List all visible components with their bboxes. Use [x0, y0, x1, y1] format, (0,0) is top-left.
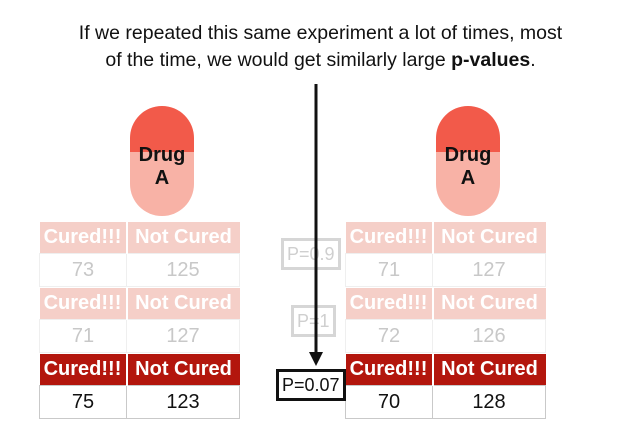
header-not-cured: Not Cured [431, 222, 546, 254]
value-not-cured: 123 [126, 385, 240, 419]
caption: If we repeated this same experiment a lo… [0, 20, 641, 74]
results-table-right-3: Cured!!! Not Cured 70 128 [345, 354, 546, 419]
pill-label-letter: A [460, 167, 476, 189]
pill-label: Drug A [436, 144, 500, 190]
header-cured: Cured!!! [345, 222, 433, 254]
results-table-left-3: Cured!!! Not Cured 75 123 [39, 354, 240, 419]
header-not-cured: Not Cured [431, 288, 546, 320]
value-not-cured: 126 [432, 319, 546, 353]
pill-label-drug: Drug [138, 144, 186, 166]
pill-body [130, 152, 194, 216]
header-cured: Cured!!! [39, 288, 127, 320]
table-header-row: Cured!!! Not Cured [345, 288, 546, 320]
header-not-cured: Not Cured [125, 288, 240, 320]
results-table-right-1: Cured!!! Not Cured 71 127 [345, 222, 546, 287]
p-value-box-3: P=0.07 [276, 369, 346, 401]
pill-label-letter: A [154, 167, 170, 189]
header-not-cured: Not Cured [431, 354, 546, 386]
header-cured: Cured!!! [39, 354, 127, 386]
value-cured: 75 [39, 385, 127, 419]
table-row: 75 123 [39, 385, 240, 419]
value-cured: 70 [345, 385, 433, 419]
caption-line-2: of the time, we would get similarly larg… [0, 47, 641, 74]
caption-line-2-suffix: . [530, 49, 536, 71]
table-header-row: Cured!!! Not Cured [39, 222, 240, 254]
value-cured: 73 [39, 253, 127, 287]
header-not-cured: Not Cured [125, 354, 240, 386]
results-table-left-2: Cured!!! Not Cured 71 127 [39, 288, 240, 353]
table-header-row: Cured!!! Not Cured [345, 222, 546, 254]
p-value-box-1: P=0.9 [281, 238, 341, 270]
table-header-row: Cured!!! Not Cured [39, 288, 240, 320]
value-not-cured: 127 [126, 319, 240, 353]
table-row: 71 127 [345, 253, 546, 287]
header-cured: Cured!!! [345, 288, 433, 320]
results-table-right-2: Cured!!! Not Cured 72 126 [345, 288, 546, 353]
pill-body [436, 152, 500, 216]
table-header-row: Cured!!! Not Cured [39, 354, 240, 386]
pill-label-drug: Drug [444, 144, 492, 166]
caption-p-values: p-values [451, 49, 531, 71]
pill-cap [130, 106, 194, 152]
table-header-row: Cured!!! Not Cured [345, 354, 546, 386]
value-not-cured: 128 [432, 385, 546, 419]
drug-a-pill-left: Drug A [130, 106, 194, 216]
drug-a-pill-right: Drug A [436, 106, 500, 216]
table-row: 72 126 [345, 319, 546, 353]
caption-line-2-prefix: of the time, we would get similarly larg… [105, 49, 452, 71]
header-cured: Cured!!! [345, 354, 433, 386]
pill-cap [436, 106, 500, 152]
table-row: 73 125 [39, 253, 240, 287]
value-not-cured: 127 [432, 253, 546, 287]
header-not-cured: Not Cured [125, 222, 240, 254]
p-value-box-2: P=1 [291, 305, 336, 337]
header-cured: Cured!!! [39, 222, 127, 254]
value-cured: 71 [39, 319, 127, 353]
table-row: 70 128 [345, 385, 546, 419]
table-row: 71 127 [39, 319, 240, 353]
value-not-cured: 125 [126, 253, 240, 287]
pill-label: Drug A [130, 144, 194, 190]
value-cured: 72 [345, 319, 433, 353]
value-cured: 71 [345, 253, 433, 287]
results-table-left-1: Cured!!! Not Cured 73 125 [39, 222, 240, 287]
arrow-head [309, 352, 323, 366]
caption-line-1: If we repeated this same experiment a lo… [78, 22, 563, 44]
